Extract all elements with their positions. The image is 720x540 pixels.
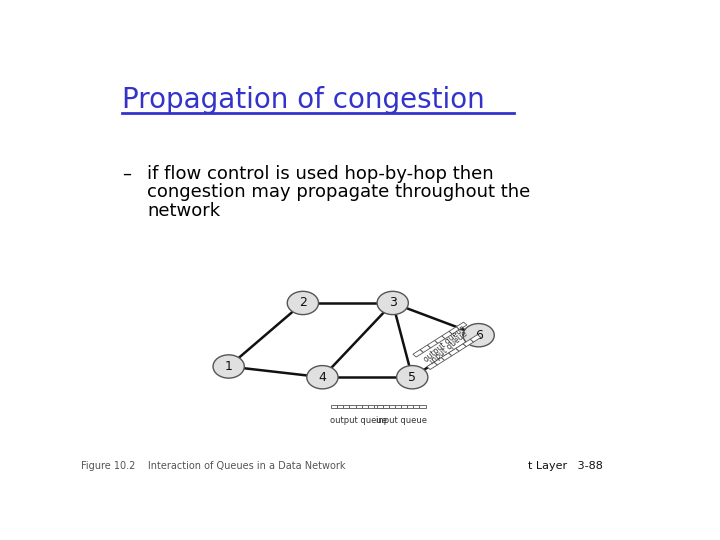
Bar [331, 405, 337, 408]
Bar [337, 405, 343, 408]
Bar [343, 405, 349, 408]
Bar [377, 405, 382, 408]
Bar [356, 405, 361, 408]
Bar [413, 405, 420, 408]
Circle shape [287, 291, 318, 315]
Text: output queue: output queue [422, 324, 467, 365]
Polygon shape [427, 362, 437, 369]
Text: Figure 10.2    Interaction of Queues in a Data Network: Figure 10.2 Interaction of Queues in a D… [81, 462, 345, 471]
Polygon shape [441, 353, 452, 360]
Bar [361, 405, 368, 408]
Text: 2: 2 [299, 296, 307, 309]
Text: t Layer   3-88: t Layer 3-88 [528, 462, 603, 471]
Circle shape [377, 291, 408, 315]
Polygon shape [435, 336, 445, 343]
Circle shape [307, 366, 338, 389]
Text: input queue: input queue [376, 416, 426, 425]
Bar [368, 405, 374, 408]
Text: input queue: input queue [428, 329, 469, 366]
Polygon shape [434, 357, 444, 365]
Bar [389, 405, 395, 408]
Bar [380, 405, 387, 408]
Polygon shape [456, 322, 467, 329]
Polygon shape [463, 339, 474, 347]
Text: –: – [122, 165, 131, 183]
Text: congestion may propagate throughout the: congestion may propagate throughout the [148, 183, 531, 201]
Bar [420, 405, 426, 408]
Text: 5: 5 [408, 371, 416, 384]
Polygon shape [428, 340, 438, 348]
Polygon shape [449, 327, 459, 334]
Text: Propagation of congestion: Propagation of congestion [122, 85, 485, 113]
Polygon shape [413, 349, 423, 357]
Bar [408, 405, 413, 408]
Text: network: network [148, 202, 220, 220]
Polygon shape [449, 348, 459, 356]
Bar [374, 405, 380, 408]
Text: 1: 1 [225, 360, 233, 373]
Bar [382, 405, 389, 408]
Polygon shape [470, 335, 481, 342]
Circle shape [213, 355, 244, 378]
Bar [401, 405, 408, 408]
Text: 6: 6 [474, 329, 482, 342]
Bar [395, 405, 401, 408]
Polygon shape [442, 332, 452, 339]
Text: 4: 4 [318, 371, 326, 384]
Bar [349, 405, 356, 408]
Polygon shape [456, 344, 467, 351]
Circle shape [463, 323, 494, 347]
Text: output queue: output queue [330, 416, 387, 425]
Polygon shape [420, 345, 431, 353]
Circle shape [397, 366, 428, 389]
Text: 3: 3 [389, 296, 397, 309]
Text: if flow control is used hop-by-hop then: if flow control is used hop-by-hop then [148, 165, 494, 183]
